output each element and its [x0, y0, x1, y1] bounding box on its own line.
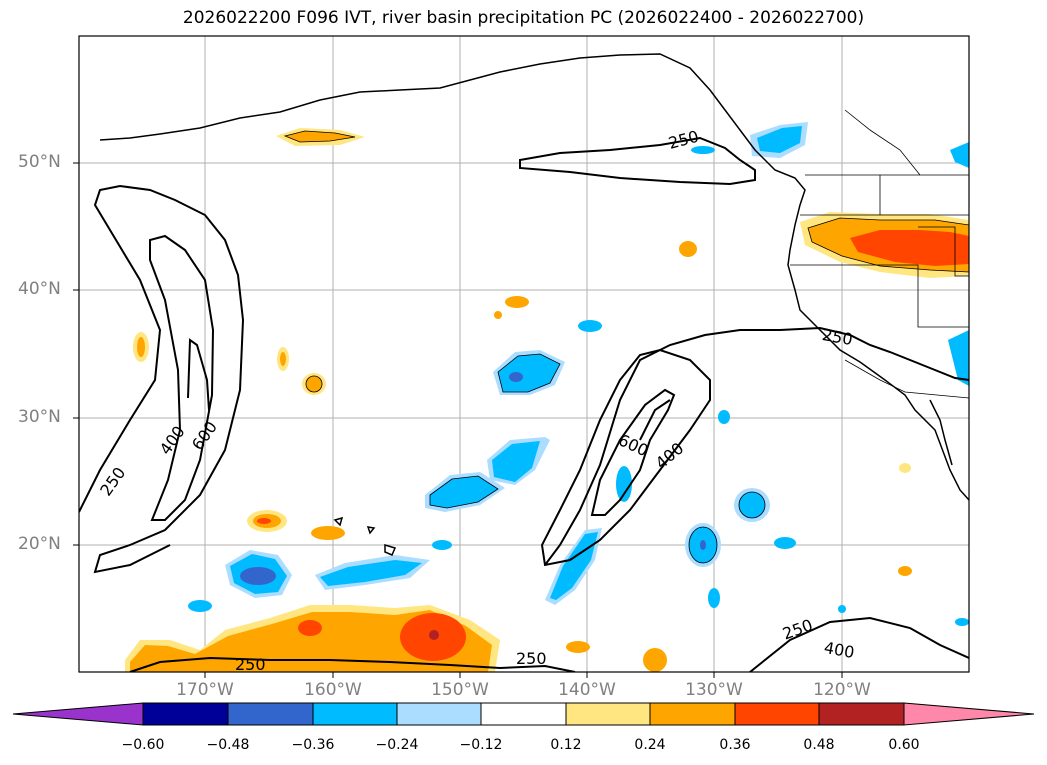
precip-patch — [566, 641, 590, 653]
colorbar-tick-label: 0.48 — [803, 737, 835, 753]
precip-patch — [700, 540, 706, 550]
precip-patch — [137, 337, 145, 357]
contour-label: 600 — [615, 430, 651, 460]
precip-patch — [505, 296, 529, 308]
precip-patch — [492, 441, 540, 482]
precip-patch — [955, 618, 969, 626]
contour-label: 250 — [821, 325, 854, 349]
colorbar-swatch — [396, 702, 482, 726]
contour-label: 250 — [235, 655, 266, 674]
precip-patch — [432, 540, 452, 550]
precip-patch — [898, 566, 912, 576]
precip-patch — [429, 630, 439, 640]
colorbar-swatch — [649, 702, 736, 726]
colorbar-tick-label: −0.12 — [459, 737, 503, 753]
lat-label-30n: 30°N — [18, 407, 61, 427]
precip-patch — [643, 648, 667, 672]
precip-patch — [298, 620, 322, 636]
ivt-contours — [79, 136, 969, 672]
colorbar-swatch — [227, 702, 314, 726]
map-title: 2026022200 F096 IVT, river basin precipi… — [182, 8, 865, 28]
precip-patch — [494, 311, 502, 319]
precip-patch — [578, 320, 602, 332]
precip-outlines — [283, 130, 969, 564]
precip-patch — [757, 126, 802, 153]
precip-patch — [130, 610, 492, 672]
precip-patch — [691, 146, 715, 154]
precip-patch — [774, 537, 796, 549]
colorbar-tick-label: −0.48 — [206, 737, 250, 753]
colorbar-tick-label: 0.24 — [634, 737, 666, 753]
lat-label-20n: 20°N — [18, 534, 61, 554]
colorbar-tick-label: 0.12 — [550, 737, 582, 753]
precip-patch — [498, 354, 560, 392]
colorbar-extend-left — [12, 702, 144, 726]
lat-label-50n: 50°N — [18, 152, 61, 172]
colorbar-swatch — [818, 702, 905, 726]
lon-label-170w: 170°W — [176, 680, 234, 700]
precip-patch — [948, 330, 969, 386]
lon-label-120w: 120°W — [813, 680, 871, 700]
political-borders — [790, 109, 969, 399]
contour-label: 400 — [156, 422, 189, 458]
coastlines — [99, 53, 969, 556]
precip-patch — [257, 518, 271, 524]
precip-patch — [240, 567, 276, 585]
contour-label: 250 — [516, 649, 547, 668]
colorbar-tick-label: 0.60 — [888, 737, 920, 753]
lon-label-140w: 140°W — [558, 680, 616, 700]
precip-patch — [850, 230, 969, 266]
precip-patch — [718, 410, 730, 424]
precip-patch — [838, 605, 846, 613]
colorbar-swatch — [565, 702, 651, 726]
colorbar-extend-right — [903, 702, 1035, 726]
contour-label: 250 — [780, 615, 815, 643]
lon-label-130w: 130°W — [685, 680, 743, 700]
precip-patch — [306, 376, 322, 392]
precip-patch — [616, 466, 632, 502]
precip-patch — [509, 372, 523, 382]
contour-label: 400 — [823, 638, 856, 662]
colorbar — [12, 702, 1035, 726]
colorbar-swatch — [480, 702, 567, 726]
axis-ticks — [73, 162, 843, 678]
lon-label-150w: 150°W — [431, 680, 489, 700]
precip-patch — [280, 352, 286, 366]
precip-patch — [899, 463, 911, 473]
colorbar-tick-label: 0.36 — [719, 737, 751, 753]
precip-patch — [679, 241, 697, 257]
colorbar-swatch — [312, 702, 398, 726]
precip-patch — [708, 588, 720, 608]
contour-label: 600 — [188, 418, 221, 454]
contour-label: 400 — [652, 439, 688, 473]
precip-patch — [188, 600, 212, 612]
precip-patch — [739, 492, 765, 518]
map-frame — [78, 35, 970, 673]
colorbar-tick-label: −0.36 — [291, 737, 335, 753]
precip-patch — [950, 142, 969, 168]
colorbar-swatch — [142, 702, 229, 726]
lat-label-40n: 40°N — [18, 279, 61, 299]
precip-patch — [320, 560, 422, 586]
precip-patch — [311, 526, 345, 540]
precipitation-shading — [125, 122, 969, 672]
colorbar-swatch — [734, 702, 820, 726]
lon-label-160w: 160°W — [304, 680, 362, 700]
colorbar-tick-label: −0.60 — [121, 737, 165, 753]
colorbar-tick-label: −0.24 — [375, 737, 419, 753]
